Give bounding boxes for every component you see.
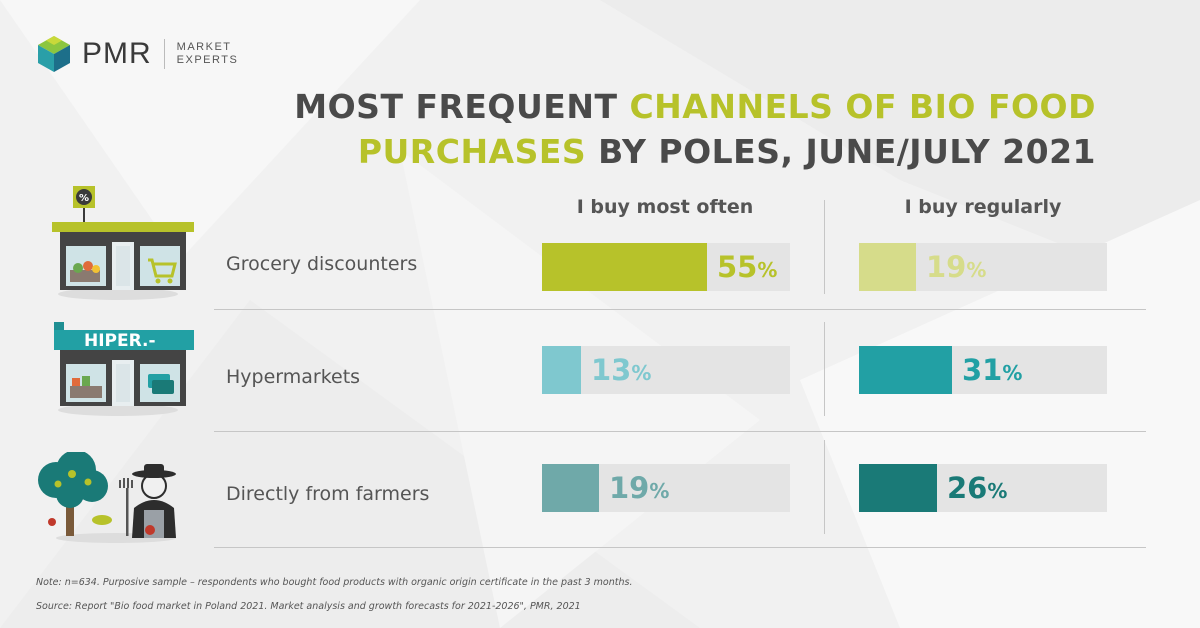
bar-value-label: 19% (926, 250, 987, 284)
bar-track: 31% (859, 346, 1107, 394)
bar-value-label: 55% (717, 250, 778, 284)
bar-track: 26% (859, 464, 1107, 512)
bar-regularly-1 (859, 243, 916, 291)
row-label-directly-from-farmers: Directly from farmers (226, 483, 430, 505)
bar-most-often-3 (542, 464, 599, 512)
bar-most-often-2 (542, 346, 581, 394)
row-label-grocery-discounters: Grocery discounters (226, 253, 418, 275)
footnote: Note: n=634. Purposive sample – responde… (36, 577, 633, 588)
row-divider (214, 547, 1146, 548)
farmer-icon (38, 452, 176, 543)
column-header-regularly: I buy regularly (904, 196, 1062, 218)
logo-separator (163, 39, 165, 69)
cube-logo-icon (38, 36, 70, 72)
svg-text:%: % (79, 193, 89, 204)
row-divider (214, 431, 1146, 432)
bar-most-often-1 (542, 243, 707, 291)
column-divider (824, 322, 825, 416)
logo-wordmark: PMR (82, 37, 152, 70)
chart-title: MOST FREQUENT CHANNELS OF BIO FOOD PURCH… (294, 87, 1096, 171)
bar-regularly-3 (859, 464, 937, 512)
column-header-most-often: I buy most often (576, 196, 754, 218)
bar-track: 13% (542, 346, 790, 394)
bar-track: 55% (542, 243, 790, 291)
bar-regularly-2 (859, 346, 952, 394)
bar-track: 19% (859, 243, 1107, 291)
bar-value-label: 26% (947, 471, 1008, 505)
column-divider (824, 200, 825, 294)
hypermarket-icon: HIPER.- (54, 322, 194, 416)
bar-value-label: 19% (609, 471, 670, 505)
bar-track: 19% (542, 464, 790, 512)
pmr-logo: PMR MARKET EXPERTS (36, 34, 238, 74)
column-divider (824, 440, 825, 534)
source-note: Source: Report "Bio food market in Polan… (36, 601, 581, 612)
logo-tagline: MARKET EXPERTS (176, 41, 239, 66)
row-divider (214, 309, 1146, 310)
bar-value-label: 13% (591, 353, 652, 387)
bar-value-label: 31% (962, 353, 1023, 387)
discount-store-icon: % (52, 186, 194, 300)
svg-text:HIPER.-: HIPER.- (84, 331, 156, 351)
row-label-hypermarkets: Hypermarkets (226, 366, 361, 388)
